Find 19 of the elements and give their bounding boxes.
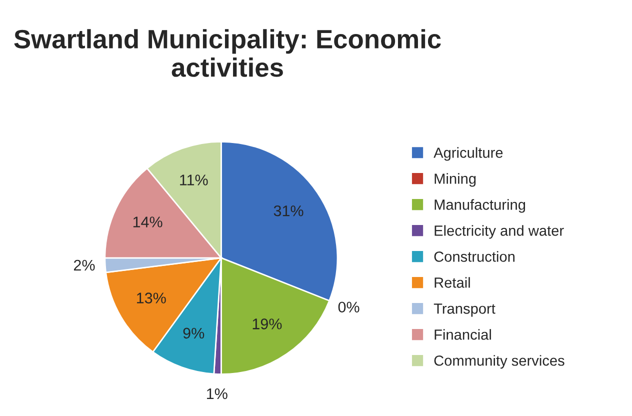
data-label: 13% bbox=[137, 292, 166, 304]
data-label: 11% bbox=[180, 174, 208, 186]
text: 0% bbox=[338, 302, 360, 313]
legend-label: Construction bbox=[434, 251, 514, 262]
data-label: 2% bbox=[74, 260, 95, 271]
data-label: 1% bbox=[207, 388, 228, 400]
legend-label: Transport bbox=[434, 304, 496, 317]
legend-label: Financial bbox=[434, 329, 491, 340]
legend-label: Mining bbox=[434, 173, 476, 187]
legend-label: Retail bbox=[434, 277, 470, 288]
legend-label: Community services bbox=[434, 355, 564, 369]
data-label: 9% bbox=[183, 328, 204, 339]
legend-label: Agriculture bbox=[434, 147, 503, 161]
legend-label: Electricity and water bbox=[434, 225, 564, 239]
legend-label: Manufacturing bbox=[434, 199, 526, 213]
chart-title: Swartland Municipality: Economic activities bbox=[14, 29, 441, 77]
data-label: 31% bbox=[274, 205, 304, 216]
data-label: 19% bbox=[252, 318, 282, 330]
data-label: 14% bbox=[133, 216, 162, 228]
